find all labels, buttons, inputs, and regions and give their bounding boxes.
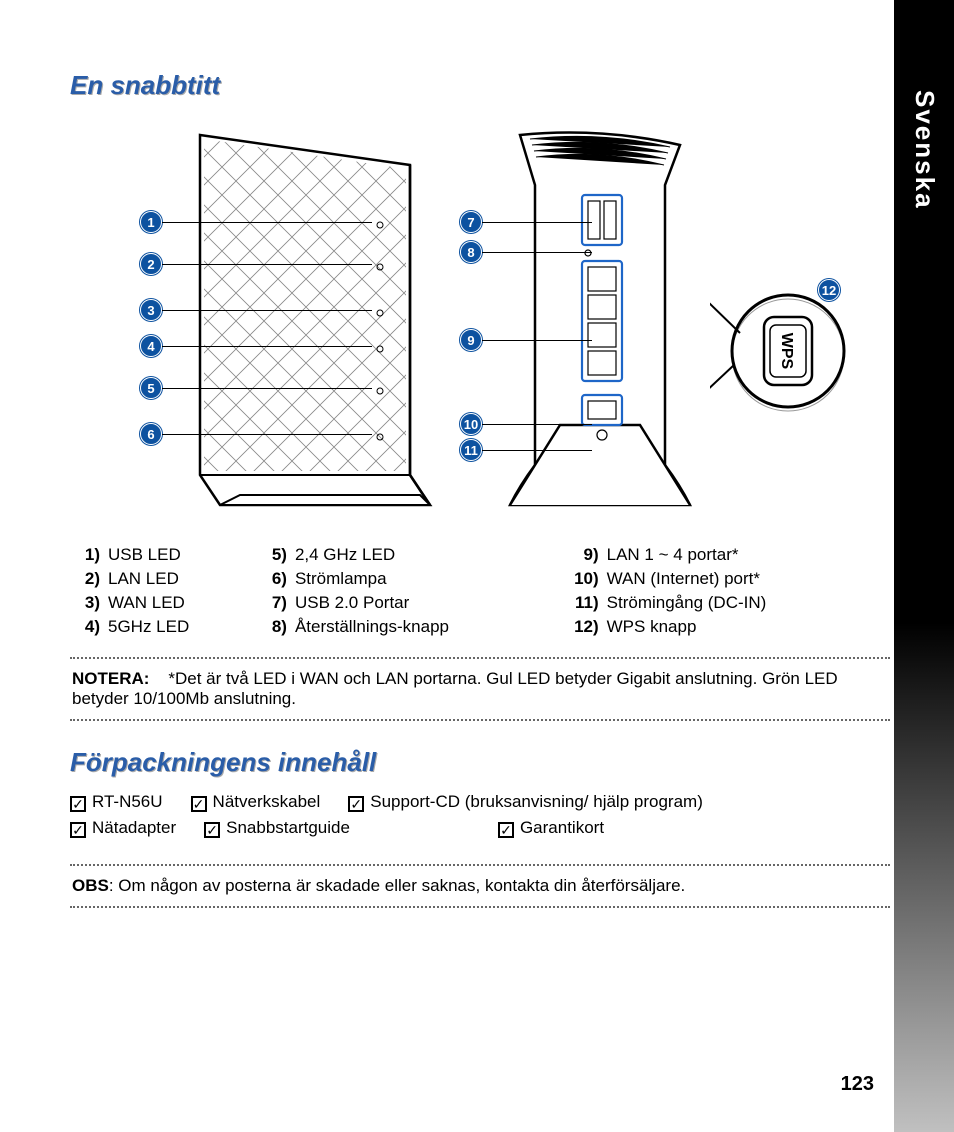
legend-num: 9) [569,543,603,567]
language-label: Svenska [909,90,940,210]
legend-num: 1) [70,543,104,567]
callout-badge: 2 [140,253,162,275]
package-contents: ✓ RT-N56U ✓ Nätverkskabel ✓ Support-CD (bru… [70,792,890,838]
callout-line [482,222,592,223]
parts-legend-table: 1) USB LED 5) 2,4 GHz LED 9) LAN 1 ~ 4 p… [70,543,890,639]
router-diagram: WPS 12 123456 7891011 [70,115,850,525]
note-box: NOTERA: *Det är två LED i WAN och LAN po… [70,657,890,721]
callout-front-1: 1 [140,211,372,233]
callout-badge: 7 [460,211,482,233]
callout-badge: 5 [140,377,162,399]
callout-back-11: 11 [460,439,592,461]
legend-text: USB LED [104,543,257,567]
callout-line [162,346,372,347]
callout-badge: 1 [140,211,162,233]
callout-front-3: 3 [140,299,372,321]
section-contents-title: Förpackningens innehåll [70,747,890,778]
callout-badge: 4 [140,335,162,357]
callout-front-6: 6 [140,423,372,445]
obs-text: : Om någon av posterna är skadade eller … [109,876,685,895]
callout-line [482,424,592,425]
check-icon: ✓ [70,796,86,812]
contents-item: RT-N56U [92,792,163,811]
callout-badge: 8 [460,241,482,263]
callout-front-5: 5 [140,377,372,399]
callout-back-8: 8 [460,241,592,263]
check-icon: ✓ [191,796,207,812]
language-side-tab: Svenska [894,0,954,1132]
callout-back-7: 7 [460,211,592,233]
check-icon: ✓ [348,796,364,812]
note-text: *Det är två LED i WAN och LAN portarna. … [72,669,838,708]
note-label: NOTERA: [72,669,149,688]
callout-line [482,450,592,451]
callout-line [162,434,372,435]
check-icon: ✓ [498,822,514,838]
callout-badge: 10 [460,413,482,435]
legend-text: 2,4 GHz LED [291,543,569,567]
callout-line [482,252,592,253]
callout-back-9: 9 [460,329,592,351]
callout-line [162,310,372,311]
callout-line [162,222,372,223]
callout-line [162,264,372,265]
contents-item: Snabbstartguide [226,818,350,837]
check-icon: ✓ [204,822,220,838]
contents-item: Nätadapter [92,818,176,837]
callout-badge: 6 [140,423,162,445]
wps-button-label: WPS [778,333,795,370]
callout-line [162,388,372,389]
contents-item: Garantikort [520,818,604,837]
callout-badge: 11 [460,439,482,461]
callout-badge-12: 12 [818,279,840,301]
contents-item: Support-CD (bruksanvisning/ hjälp progra… [370,792,703,811]
callout-front-4: 4 [140,335,372,357]
legend-num: 5) [257,543,291,567]
wps-detail-bubble: WPS 12 [710,285,860,430]
callout-back-10: 10 [460,413,592,435]
obs-label: OBS [72,876,109,895]
page-number: 123 [841,1073,874,1096]
callout-front-2: 2 [140,253,372,275]
legend-text: LAN 1 ~ 4 portar* [603,543,890,567]
contents-item: Nätverkskabel [213,792,321,811]
check-icon: ✓ [70,822,86,838]
callout-badge: 9 [460,329,482,351]
section-quicklook-title: En snabbtitt [70,70,890,101]
callout-badge: 3 [140,299,162,321]
callout-line [482,340,592,341]
obs-box: OBS: Om någon av posterna är skadade ell… [70,864,890,908]
